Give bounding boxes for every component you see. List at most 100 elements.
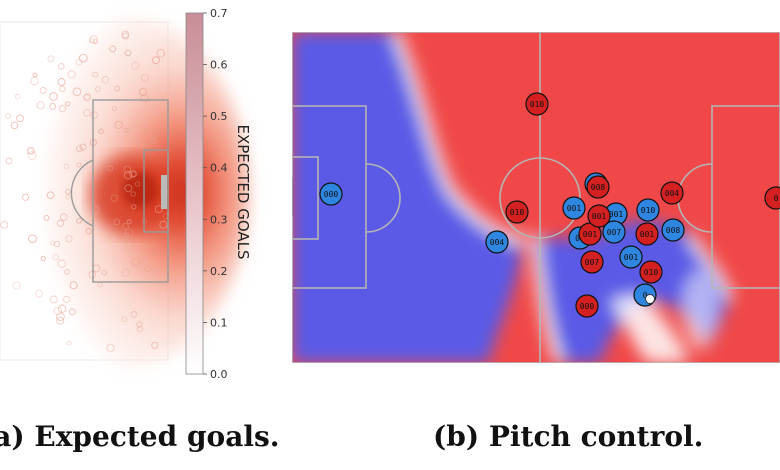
shot-marker	[89, 35, 98, 44]
player-circle	[636, 198, 660, 222]
shot-marker	[56, 312, 65, 322]
blue-player-marker: 004	[485, 230, 509, 254]
shot-marker	[10, 121, 19, 130]
shot-marker	[27, 151, 37, 160]
shot-marker	[111, 106, 117, 112]
players: 0000010040010070100080010000000100100080…	[319, 92, 780, 318]
shot-marker	[53, 240, 61, 248]
shot-marker	[36, 101, 45, 110]
shot-marker	[0, 220, 9, 229]
shot-marker	[68, 308, 76, 316]
blue-player-marker: 000	[319, 182, 343, 206]
shot-marker	[4, 113, 12, 120]
shot-marker	[69, 281, 78, 290]
shot-marker	[49, 295, 58, 304]
shot-marker	[124, 49, 132, 57]
shot-marker	[106, 343, 115, 352]
blue-player-marker: 001	[619, 245, 643, 269]
shot-marker	[92, 71, 99, 78]
colorbar-label: EXPECTED GOALS	[234, 124, 252, 259]
colorbar-tick-label: 0.1	[210, 316, 228, 329]
player-label: 007	[585, 258, 600, 267]
red-player-marker: 001	[587, 204, 611, 228]
colorbar-tick-label: 0.2	[210, 265, 228, 278]
player-circle	[575, 294, 599, 318]
shot-marker	[72, 87, 82, 96]
shot-marker	[141, 73, 149, 82]
shot-marker	[62, 295, 71, 304]
shot-marker	[134, 181, 141, 187]
shot-marker	[90, 111, 99, 119]
shot-marker	[151, 341, 159, 349]
shot-marker	[85, 228, 92, 235]
player-circle	[764, 186, 780, 210]
shot-marker	[88, 38, 95, 44]
ball	[645, 294, 655, 304]
shot-marker	[5, 157, 13, 165]
shot-marker	[27, 147, 34, 155]
shot-marker	[65, 101, 71, 107]
shot-marker	[79, 143, 87, 151]
shot-marker	[83, 93, 91, 101]
player-label: 004	[665, 189, 680, 198]
player-label: 001	[624, 253, 639, 262]
colorbar-tick-label: 0.3	[210, 213, 228, 226]
blue-player-marker: 010	[636, 198, 660, 222]
player-label: 001	[592, 212, 607, 221]
shot-marker	[53, 306, 63, 316]
shot-marker	[98, 128, 104, 135]
shot-marker	[131, 204, 137, 210]
player-label: 0	[774, 194, 779, 203]
player-label: 008	[591, 183, 606, 192]
player-circle	[580, 250, 604, 274]
shot-marker	[43, 214, 50, 221]
shot-marker	[88, 270, 96, 279]
player-label: 0	[643, 291, 648, 300]
shot-marker	[76, 162, 82, 168]
shot-marker	[144, 265, 151, 273]
shot-marker	[49, 102, 57, 110]
shot-marker	[101, 75, 110, 84]
shot-marker	[14, 93, 21, 100]
player-label: 001	[583, 230, 598, 239]
shot-marker	[26, 146, 35, 155]
player-circle	[586, 175, 610, 199]
shot-marker	[67, 70, 76, 79]
pitch-control-panel: 0000010040010070100080010000000100100080…	[292, 32, 780, 453]
shot-marker	[159, 220, 168, 229]
shot-marker	[58, 304, 67, 313]
player-circle	[635, 222, 659, 246]
player-circle	[661, 218, 685, 242]
shot-marker	[95, 86, 101, 92]
red-player-marker: 010	[525, 92, 549, 116]
shot-marker	[151, 56, 160, 65]
expected-goals-colorbar: 0.0 0.1 0.2 0.3 0.4 0.5 0.6 0.7 EXPECTED GOALS	[185, 7, 252, 381]
shot-marker	[57, 259, 66, 268]
player-circle	[485, 230, 509, 254]
blue-player-marker: 008	[661, 218, 685, 242]
shot-marker	[63, 163, 70, 170]
shot-marker	[56, 219, 65, 227]
player-circle	[505, 200, 529, 224]
shot-marker	[128, 169, 137, 178]
colorbar-tick-label: 0.5	[210, 110, 228, 123]
shot-marker	[83, 108, 91, 117]
shot-marker	[107, 165, 114, 172]
shot-marker	[110, 194, 118, 202]
shot-marker	[22, 193, 30, 201]
player-label: 000	[580, 302, 595, 311]
shot-marker	[59, 85, 66, 93]
player-circle	[639, 260, 663, 284]
shot-marker	[30, 76, 39, 86]
shot-marker	[137, 140, 146, 149]
shot-marker	[35, 289, 43, 298]
shot-marker	[92, 39, 98, 45]
player-circle	[660, 181, 684, 205]
player-label: 010	[641, 206, 656, 215]
shot-marker	[49, 240, 55, 246]
player-label: 008	[666, 226, 681, 235]
player-label: 007	[607, 228, 622, 237]
red-player-marker: 008	[586, 175, 610, 199]
shot-marker	[123, 170, 133, 180]
